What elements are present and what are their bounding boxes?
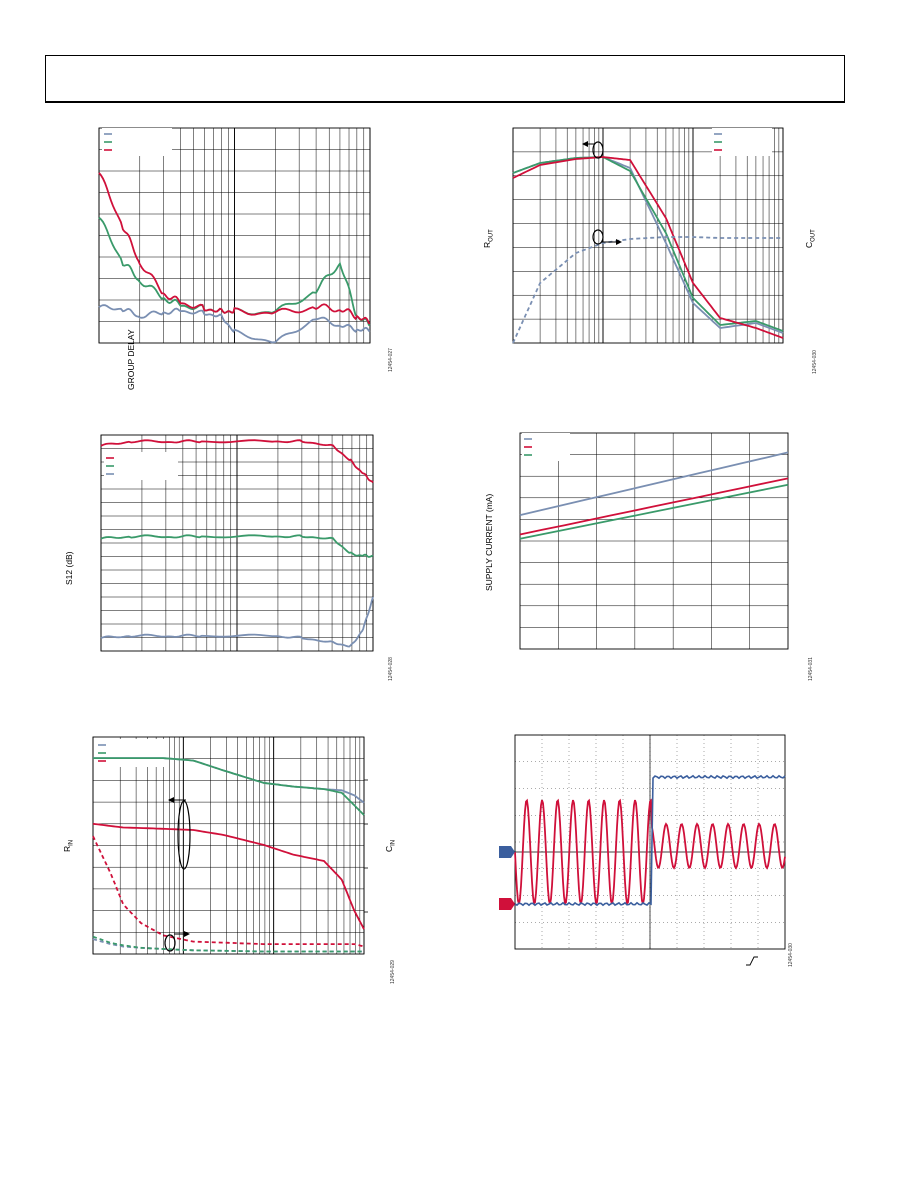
series-line — [512, 156, 784, 334]
series-line — [512, 156, 784, 332]
s12-code: 12454-028 — [388, 657, 394, 681]
plot-frame — [92, 736, 365, 955]
series-line — [93, 757, 365, 816]
series-line — [92, 935, 364, 953]
series-line — [92, 835, 365, 948]
page-header-box — [45, 55, 845, 103]
s12-svg — [100, 434, 374, 652]
series-line — [519, 451, 789, 516]
series-line — [519, 477, 789, 536]
series-line — [512, 156, 784, 339]
channel-2-marker — [499, 898, 515, 910]
rout-cout-chart: ROUT COUT 12454-030 — [478, 120, 838, 380]
supply-current-ylabel: SUPPLY CURRENT (mA) — [484, 493, 494, 591]
rout-ylabel: ROUT — [482, 229, 495, 248]
cout-ylabel: COUT — [804, 229, 817, 248]
series-line — [519, 483, 789, 540]
series-line — [512, 236, 783, 344]
supply-current-code: 12454-031 — [808, 657, 814, 681]
supply-current-svg — [519, 432, 789, 650]
scope-code: 12454-030 — [788, 943, 794, 967]
s12-ylabel: S12 (dB) — [64, 551, 74, 585]
rout-cout-svg — [512, 127, 784, 344]
series-line — [100, 534, 374, 558]
series-line — [92, 938, 364, 953]
trigger-icon — [746, 956, 758, 966]
series-line — [100, 596, 374, 648]
rout-ellipse — [592, 141, 604, 159]
cout-arrowhead — [616, 239, 622, 245]
group-delay-code: 12454-027 — [388, 348, 394, 372]
cin-arrowhead — [184, 931, 190, 937]
series-line — [98, 172, 371, 325]
rin-cin-code: 12454-029 — [390, 960, 396, 984]
supply-current-chart: SUPPLY CURRENT (mA) 12454-031 — [478, 425, 838, 685]
group-delay-svg — [98, 127, 371, 344]
rin-cin-svg — [92, 736, 368, 955]
series-line — [100, 439, 374, 484]
plot-frame — [100, 434, 374, 652]
series-line — [92, 822, 365, 930]
rin-ellipse — [177, 800, 191, 870]
legend-box — [102, 128, 172, 156]
rin-cin-chart: RIN CIN 12454-029 — [60, 730, 400, 990]
legend-box — [96, 739, 164, 767]
scope-blue-trace — [514, 774, 786, 907]
rin-ylabel: RIN — [62, 839, 75, 852]
rout-cout-code: 12454-030 — [812, 350, 818, 374]
group-delay-ylabel: GROUP DELAY — [126, 329, 136, 390]
cout-ellipse — [592, 229, 604, 245]
plot-frame — [512, 127, 784, 344]
legend-box — [104, 452, 178, 480]
scope-red-trace — [514, 798, 786, 906]
group-delay-chart: GROUP DELAY 12454-027 — [60, 120, 400, 390]
rout-arrowhead — [582, 141, 588, 147]
s12-chart: S12 (dB) 12454-028 — [60, 425, 400, 685]
rin-arrowhead — [168, 797, 174, 803]
plot-frame — [98, 127, 371, 344]
cin-ylabel: CIN — [384, 839, 397, 852]
cin-ellipse — [164, 934, 176, 952]
series-line — [98, 304, 371, 344]
scope-chart: 12454-030 — [478, 725, 838, 975]
scope-svg — [499, 734, 786, 966]
plot-frame — [519, 432, 789, 650]
channel-1-marker — [499, 846, 515, 858]
